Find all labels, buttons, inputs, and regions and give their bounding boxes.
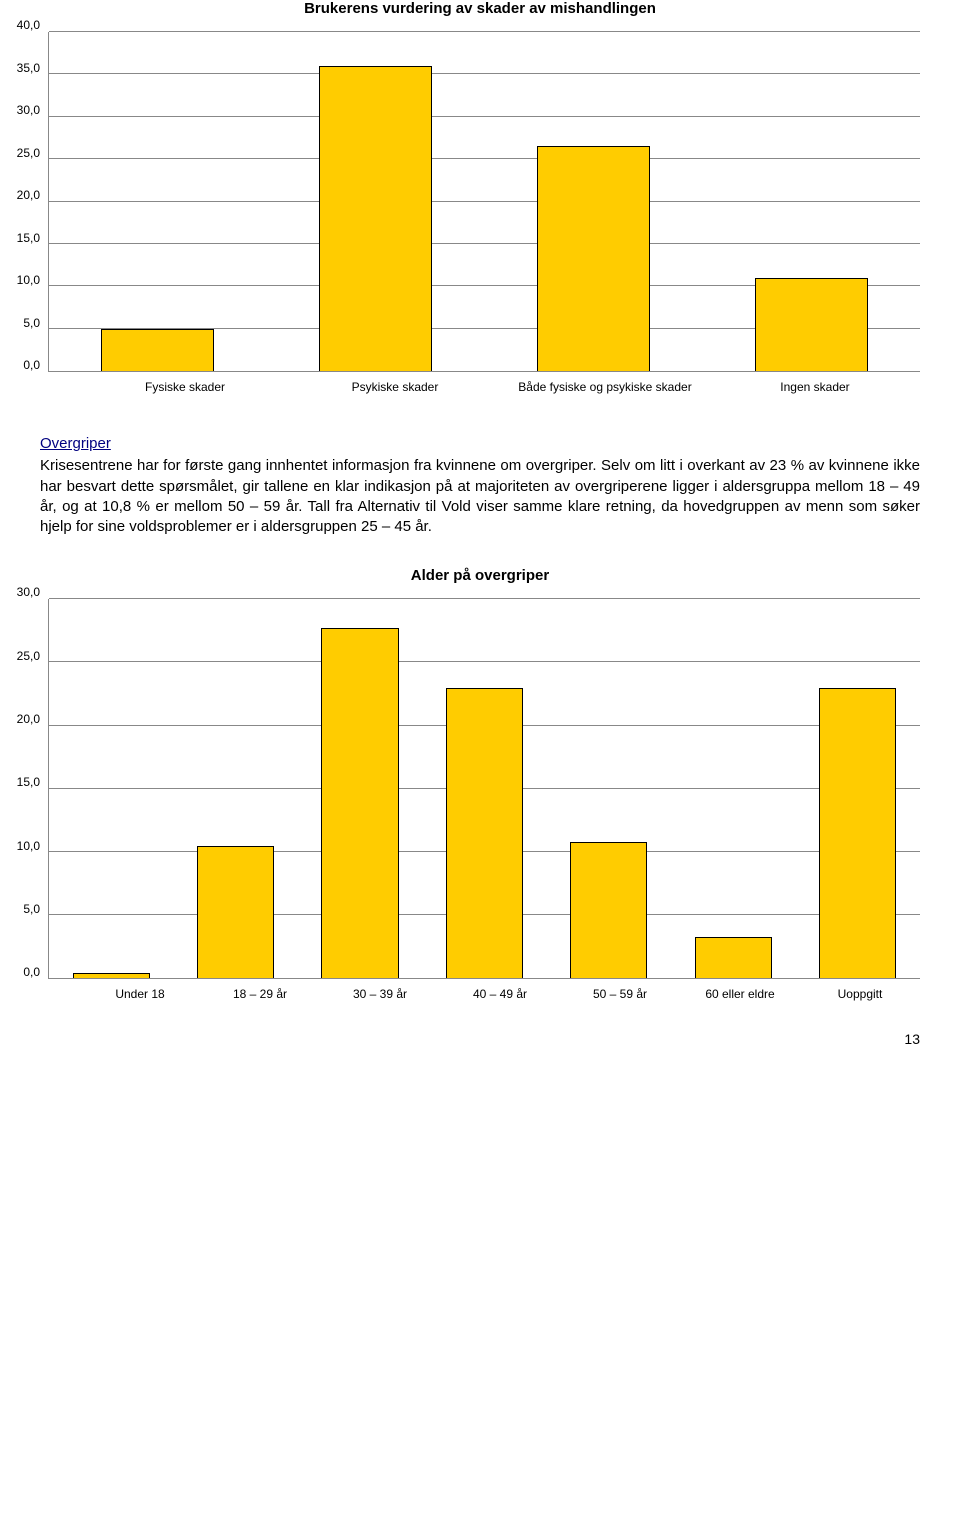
x-label: Ingen skader xyxy=(710,380,920,394)
chart-1: Brukerens vurdering av skader av mishand… xyxy=(40,0,920,394)
chart-2-x-axis: Under 1818 – 29 år30 – 39 år40 – 49 år50… xyxy=(80,987,920,1001)
bar xyxy=(319,66,432,371)
chart-1-title: Brukerens vurdering av skader av mishand… xyxy=(40,0,920,17)
chart-2-area: 30,025,020,015,010,05,00,0 Under 1818 – … xyxy=(40,599,920,1001)
x-label: Fysiske skader xyxy=(80,380,290,394)
x-label: 18 – 29 år xyxy=(200,987,320,1001)
bar-slot xyxy=(702,32,920,371)
bar xyxy=(321,628,398,978)
bar xyxy=(446,688,523,979)
chart-2-plot xyxy=(48,599,920,979)
chart-2: Alder på overgriper 30,025,020,015,010,0… xyxy=(40,567,920,1001)
bar-slot xyxy=(422,599,546,978)
chart-1-bars xyxy=(49,32,920,371)
bar-slot xyxy=(796,599,920,978)
x-label: 30 – 39 år xyxy=(320,987,440,1001)
x-label: 40 – 49 år xyxy=(440,987,560,1001)
bar xyxy=(73,973,150,978)
bar xyxy=(819,688,896,979)
bar-slot xyxy=(49,599,173,978)
x-label: Uoppgitt xyxy=(800,987,920,1001)
bar-slot xyxy=(671,599,795,978)
chart-1-area: 40,035,030,025,020,015,010,05,00,0 Fysis… xyxy=(40,32,920,394)
bar xyxy=(755,278,868,371)
bar-slot xyxy=(485,32,703,371)
text-heading: Overgriper xyxy=(40,434,920,454)
chart-2-bars xyxy=(49,599,920,978)
bar-slot xyxy=(267,32,485,371)
bar xyxy=(197,846,274,979)
chart-1-y-axis: 40,035,030,025,020,015,010,05,00,0 xyxy=(40,32,48,372)
text-section: Overgriper Krisesentrene har for første … xyxy=(40,434,920,537)
bar xyxy=(695,937,772,979)
chart-2-title: Alder på overgriper xyxy=(40,567,920,584)
text-paragraph: Krisesentrene har for første gang innhen… xyxy=(40,457,920,535)
bar xyxy=(537,146,650,371)
bar-slot xyxy=(173,599,297,978)
x-label: Under 18 xyxy=(80,987,200,1001)
x-label: 50 – 59 år xyxy=(560,987,680,1001)
x-label: Både fysiske og psykiske skader xyxy=(500,380,710,394)
chart-2-y-axis: 30,025,020,015,010,05,00,0 xyxy=(40,599,48,979)
bar-slot xyxy=(298,599,422,978)
x-label: Psykiske skader xyxy=(290,380,500,394)
bar xyxy=(570,842,647,978)
bar-slot xyxy=(49,32,267,371)
chart-1-x-axis: Fysiske skaderPsykiske skaderBåde fysisk… xyxy=(80,380,920,394)
x-label: 60 eller eldre xyxy=(680,987,800,1001)
chart-1-plot xyxy=(48,32,920,372)
page-number: 13 xyxy=(40,1031,920,1047)
bar-slot xyxy=(547,599,671,978)
bar xyxy=(101,329,214,371)
